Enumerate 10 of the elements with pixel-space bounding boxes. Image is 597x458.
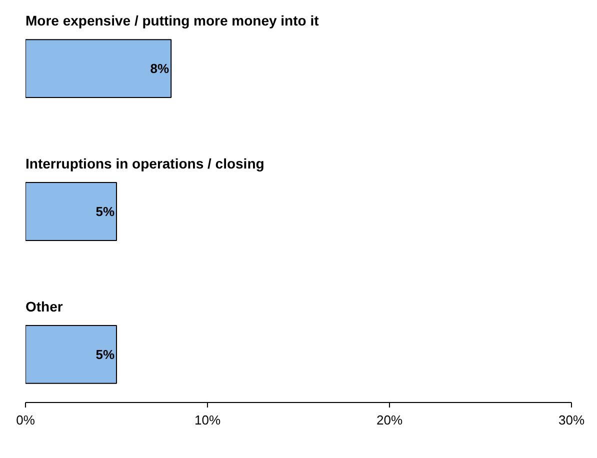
y-tick-label: Interruptions in operations / closing: [26, 155, 264, 172]
data-label: 5%: [96, 204, 115, 220]
data-label: 8%: [150, 61, 170, 76]
x-tick-label: 10%: [194, 412, 221, 428]
y-tick-label: More expensive / putting more money into it: [26, 12, 320, 29]
x-tick-label: 0%: [16, 412, 36, 428]
y-tick-label: Other: [26, 298, 64, 314]
x-tick-label: 20%: [376, 412, 403, 428]
data-label: 5%: [96, 346, 115, 362]
x-tick-label: 30%: [558, 412, 585, 428]
